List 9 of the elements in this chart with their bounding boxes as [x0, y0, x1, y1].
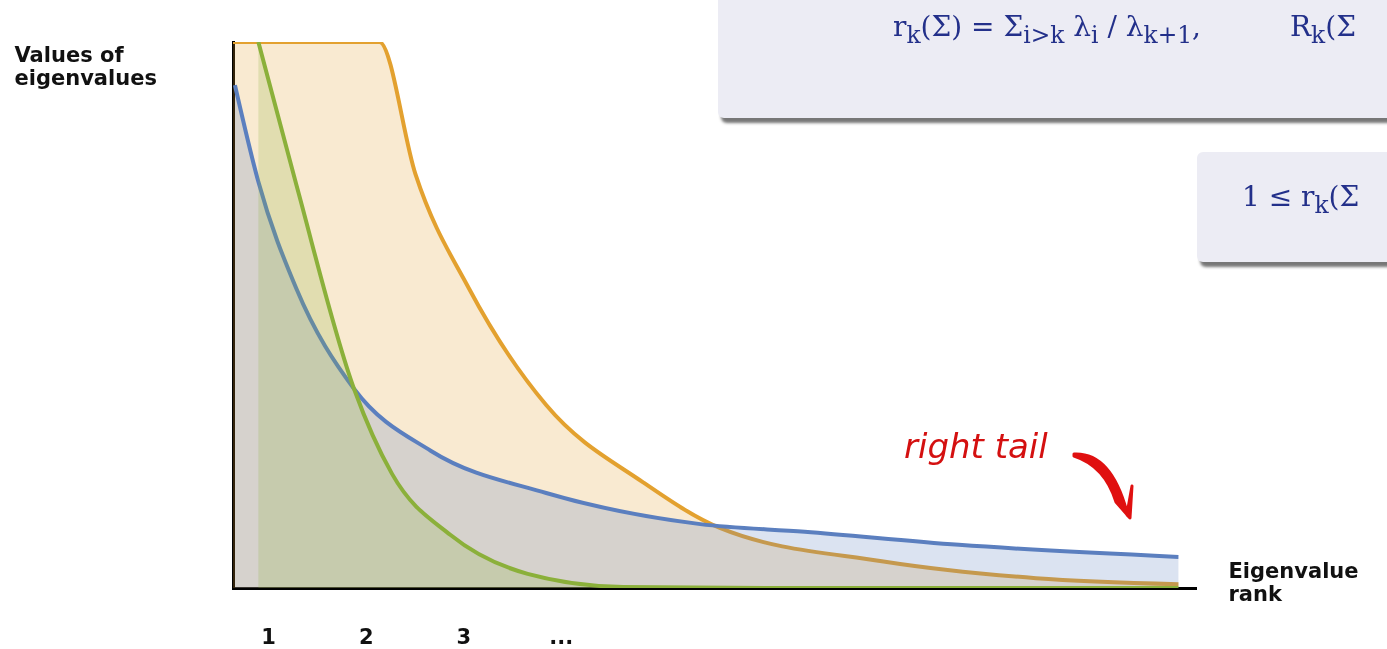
x-tick-label: 3 [456, 624, 472, 649]
formula-panel: r$_{k}$(Σ) = Σ$_{i>k}$ λ$_{i}$ / λ$_{k+1}$, R$_{k}$(Σ [718, 0, 1387, 118]
x-tick-label: 2 [358, 624, 374, 649]
y-axis-title: Values of eigenvalues [14, 42, 157, 90]
x-axis-title: Eigenvalue rank [1228, 558, 1359, 606]
annotation: right tail [904, 426, 1048, 466]
x-tick-label: 1 [261, 624, 276, 649]
x-tick-label: ... [549, 624, 574, 649]
formula-panel: 1 ≤ r$_{k}$(Σ [1197, 152, 1387, 262]
